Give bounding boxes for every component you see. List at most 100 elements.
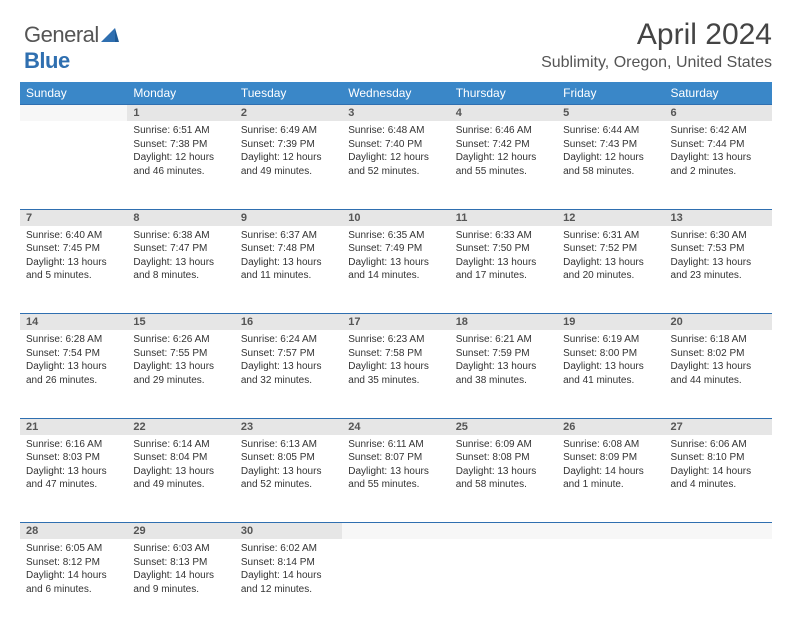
sunset-text: Sunset: 8:14 PM — [241, 556, 336, 570]
weekday-header: Wednesday — [342, 82, 449, 105]
day-number-cell: 5 — [557, 105, 664, 122]
day-number: 23 — [241, 421, 253, 433]
day-info-cell: Sunrise: 6:06 AMSunset: 8:10 PMDaylight:… — [665, 435, 772, 523]
day-info-cell: Sunrise: 6:38 AMSunset: 7:47 PMDaylight:… — [127, 226, 234, 314]
sunset-text: Sunset: 7:53 PM — [671, 242, 766, 256]
daylight-text: Daylight: 13 hours and 49 minutes. — [133, 465, 228, 492]
day-number: 25 — [456, 421, 468, 433]
sunset-text: Sunset: 7:55 PM — [133, 347, 228, 361]
day-number-cell: 28 — [20, 523, 127, 540]
sunset-text: Sunset: 8:10 PM — [671, 451, 766, 465]
day-number: 2 — [241, 107, 247, 119]
logo-word-2: Blue — [24, 48, 70, 73]
day-number-cell: 18 — [450, 314, 557, 331]
day-number-cell: 10 — [342, 209, 449, 226]
day-number-cell: 22 — [127, 418, 234, 435]
sunrise-text: Sunrise: 6:06 AM — [671, 438, 766, 452]
day-number-cell: 26 — [557, 418, 664, 435]
sunrise-text: Sunrise: 6:24 AM — [241, 333, 336, 347]
day-number-cell: 1 — [127, 105, 234, 122]
day-number-cell: 16 — [235, 314, 342, 331]
day-number-cell — [665, 523, 772, 540]
day-number-cell — [342, 523, 449, 540]
location-text: Sublimity, Oregon, United States — [541, 54, 772, 72]
day-info-cell — [665, 539, 772, 627]
sunset-text: Sunset: 7:52 PM — [563, 242, 658, 256]
daylight-text: Daylight: 14 hours and 1 minute. — [563, 465, 658, 492]
day-number: 15 — [133, 316, 145, 328]
logo: GeneralBlue — [24, 22, 119, 74]
sunrise-text: Sunrise: 6:21 AM — [456, 333, 551, 347]
weekday-header: Monday — [127, 82, 234, 105]
logo-sail-icon — [101, 22, 119, 48]
day-number-row: 14151617181920 — [20, 314, 772, 331]
sunrise-text: Sunrise: 6:05 AM — [26, 542, 121, 556]
sunset-text: Sunset: 8:09 PM — [563, 451, 658, 465]
day-info-cell: Sunrise: 6:14 AMSunset: 8:04 PMDaylight:… — [127, 435, 234, 523]
logo-text: GeneralBlue — [24, 22, 119, 74]
sunrise-text: Sunrise: 6:09 AM — [456, 438, 551, 452]
day-number-cell: 27 — [665, 418, 772, 435]
weekday-header-row: Sunday Monday Tuesday Wednesday Thursday… — [20, 82, 772, 105]
day-number: 21 — [26, 421, 38, 433]
day-info-cell: Sunrise: 6:30 AMSunset: 7:53 PMDaylight:… — [665, 226, 772, 314]
sunset-text: Sunset: 8:12 PM — [26, 556, 121, 570]
day-info-row: Sunrise: 6:40 AMSunset: 7:45 PMDaylight:… — [20, 226, 772, 314]
day-number: 1 — [133, 107, 139, 119]
day-info-cell: Sunrise: 6:16 AMSunset: 8:03 PMDaylight:… — [20, 435, 127, 523]
sunrise-text: Sunrise: 6:11 AM — [348, 438, 443, 452]
day-info-cell: Sunrise: 6:18 AMSunset: 8:02 PMDaylight:… — [665, 330, 772, 418]
sunrise-text: Sunrise: 6:02 AM — [241, 542, 336, 556]
day-number-cell — [20, 105, 127, 122]
logo-word-1: General — [24, 22, 99, 47]
day-number: 4 — [456, 107, 462, 119]
sunset-text: Sunset: 7:50 PM — [456, 242, 551, 256]
daylight-text: Daylight: 12 hours and 46 minutes. — [133, 151, 228, 178]
day-number-row: 78910111213 — [20, 209, 772, 226]
sunrise-text: Sunrise: 6:31 AM — [563, 229, 658, 243]
sunset-text: Sunset: 7:45 PM — [26, 242, 121, 256]
sunset-text: Sunset: 8:02 PM — [671, 347, 766, 361]
sunrise-text: Sunrise: 6:23 AM — [348, 333, 443, 347]
daylight-text: Daylight: 13 hours and 17 minutes. — [456, 256, 551, 283]
daylight-text: Daylight: 13 hours and 2 minutes. — [671, 151, 766, 178]
sunrise-text: Sunrise: 6:42 AM — [671, 124, 766, 138]
daylight-text: Daylight: 13 hours and 38 minutes. — [456, 360, 551, 387]
sunset-text: Sunset: 7:43 PM — [563, 138, 658, 152]
daylight-text: Daylight: 12 hours and 49 minutes. — [241, 151, 336, 178]
day-number: 11 — [456, 212, 468, 224]
day-number: 6 — [671, 107, 677, 119]
daylight-text: Daylight: 12 hours and 58 minutes. — [563, 151, 658, 178]
day-info-cell: Sunrise: 6:03 AMSunset: 8:13 PMDaylight:… — [127, 539, 234, 627]
day-number-cell: 19 — [557, 314, 664, 331]
calendar-body: 123456Sunrise: 6:51 AMSunset: 7:38 PMDay… — [20, 105, 772, 627]
sunset-text: Sunset: 7:39 PM — [241, 138, 336, 152]
day-number-row: 1 2 3 4 56 — [20, 105, 772, 122]
daylight-text: Daylight: 13 hours and 14 minutes. — [348, 256, 443, 283]
daylight-text: Daylight: 13 hours and 11 minutes. — [241, 256, 336, 283]
weekday-header: Thursday — [450, 82, 557, 105]
day-number: 3 — [348, 107, 354, 119]
daylight-text: Daylight: 13 hours and 8 minutes. — [133, 256, 228, 283]
day-info-cell: Sunrise: 6:49 AMSunset: 7:39 PMDaylight:… — [235, 121, 342, 209]
daylight-text: Daylight: 13 hours and 58 minutes. — [456, 465, 551, 492]
daylight-text: Daylight: 13 hours and 35 minutes. — [348, 360, 443, 387]
sunrise-text: Sunrise: 6:33 AM — [456, 229, 551, 243]
day-info-cell: Sunrise: 6:21 AMSunset: 7:59 PMDaylight:… — [450, 330, 557, 418]
day-number-cell: 4 — [450, 105, 557, 122]
day-number-row: 282930 — [20, 523, 772, 540]
daylight-text: Daylight: 13 hours and 52 minutes. — [241, 465, 336, 492]
sunset-text: Sunset: 7:49 PM — [348, 242, 443, 256]
sunset-text: Sunset: 8:00 PM — [563, 347, 658, 361]
day-info-cell: Sunrise: 6:40 AMSunset: 7:45 PMDaylight:… — [20, 226, 127, 314]
sunset-text: Sunset: 7:44 PM — [671, 138, 766, 152]
sunrise-text: Sunrise: 6:48 AM — [348, 124, 443, 138]
header: GeneralBlue April 2024 Sublimity, Oregon… — [20, 18, 772, 74]
sunset-text: Sunset: 7:58 PM — [348, 347, 443, 361]
calendar-table: Sunday Monday Tuesday Wednesday Thursday… — [20, 82, 772, 627]
daylight-text: Daylight: 14 hours and 6 minutes. — [26, 569, 121, 596]
day-info-cell: Sunrise: 6:42 AMSunset: 7:44 PMDaylight:… — [665, 121, 772, 209]
day-number-cell: 12 — [557, 209, 664, 226]
sunrise-text: Sunrise: 6:19 AM — [563, 333, 658, 347]
day-number: 18 — [456, 316, 468, 328]
